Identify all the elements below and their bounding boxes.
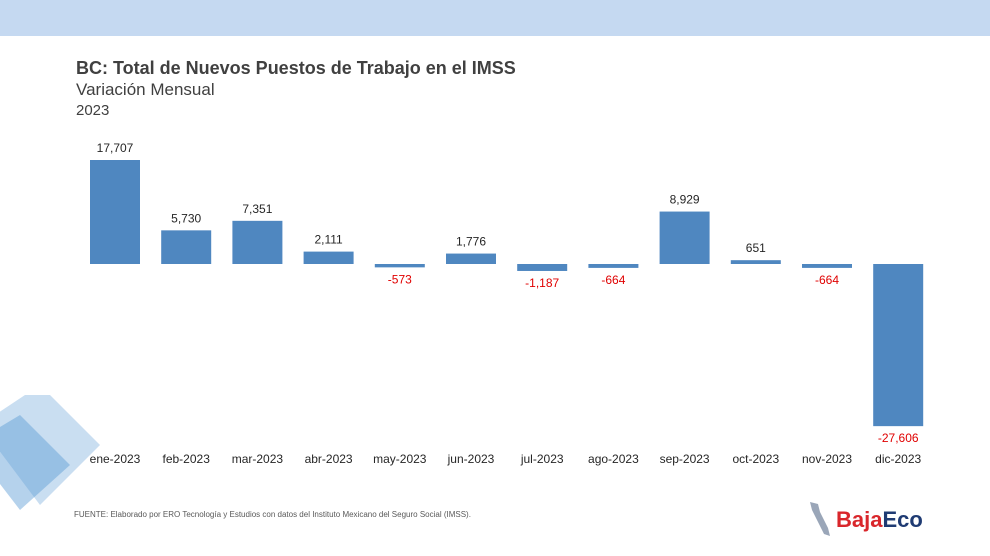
x-tick-label-feb-2023: feb-2023	[163, 452, 211, 466]
value-label-mar-2023: 7,351	[242, 202, 272, 216]
bar-nov-2023	[802, 264, 852, 268]
x-tick-label-may-2023: may-2023	[373, 452, 427, 466]
x-tick-label-mar-2023: mar-2023	[232, 452, 284, 466]
chart-year: 2023	[76, 102, 110, 119]
value-label-nov-2023: -664	[815, 273, 839, 287]
x-tick-label-ene-2023: ene-2023	[90, 452, 141, 466]
decorative-diamonds	[0, 395, 100, 510]
logo-text: BajaEco	[836, 507, 923, 532]
source-note: FUENTE: Elaborado por ERO Tecnología y E…	[74, 510, 471, 519]
value-label-jul-2023: -1,187	[525, 276, 559, 290]
bar-abr-2023	[303, 251, 354, 264]
chart-title: BC: Total de Nuevos Puestos de Trabajo e…	[76, 58, 516, 78]
x-tick-label-jun-2023: jun-2023	[447, 452, 495, 466]
value-label-ene-2023: 17,707	[97, 141, 134, 155]
value-label-may-2023: -573	[388, 272, 412, 286]
bar-ago-2023	[588, 264, 639, 268]
bajaeco-logo: BajaEco	[810, 502, 923, 536]
value-label-ago-2023: -664	[601, 273, 625, 287]
value-label-sep-2023: 8,929	[670, 193, 700, 207]
bar-mar-2023	[232, 220, 283, 264]
bar-may-2023	[374, 264, 425, 268]
x-tick-label-dic-2023: dic-2023	[875, 452, 921, 466]
bar-jul-2023	[517, 264, 568, 271]
x-tick-label-oct-2023: oct-2023	[732, 452, 779, 466]
bar-ene-2023	[90, 160, 140, 264]
value-label-dic-2023: -27,606	[878, 431, 919, 445]
value-label-abr-2023: 2,111	[314, 233, 343, 247]
bar-dic-2023	[873, 264, 924, 427]
chart-subtitle: Variación Mensual	[76, 80, 215, 99]
bar-jun-2023	[446, 253, 496, 264]
bar-oct-2023	[730, 260, 781, 264]
x-tick-label-ago-2023: ago-2023	[588, 452, 639, 466]
value-label-feb-2023: 5,730	[171, 211, 201, 225]
bar-sep-2023	[659, 211, 710, 264]
x-tick-label-jul-2023: jul-2023	[520, 452, 564, 466]
baja-california-map-icon	[810, 502, 830, 536]
x-tick-label-sep-2023: sep-2023	[660, 452, 710, 466]
value-label-oct-2023: 651	[746, 241, 766, 255]
value-label-jun-2023: 1,776	[456, 235, 486, 249]
bar-feb-2023	[161, 230, 212, 264]
top-band	[0, 0, 990, 36]
x-tick-label-nov-2023: nov-2023	[802, 452, 852, 466]
x-tick-label-abr-2023: abr-2023	[305, 452, 353, 466]
